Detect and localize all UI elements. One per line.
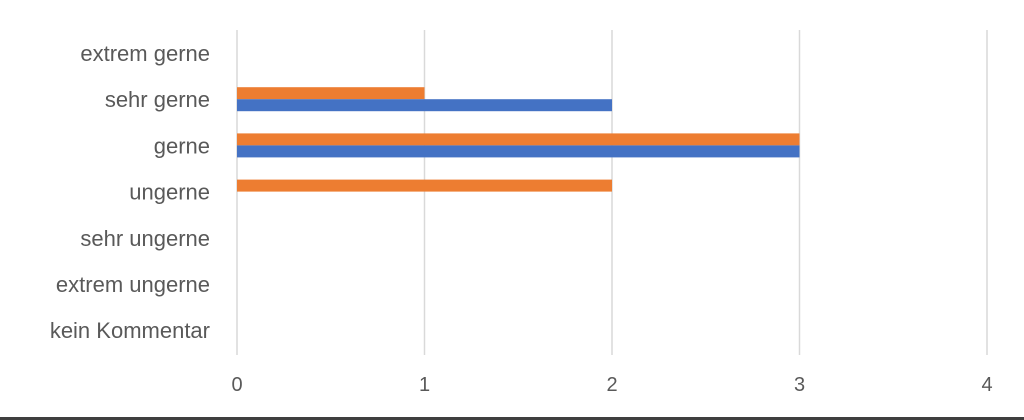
category-label: kein Kommentar — [50, 318, 210, 343]
category-label: extrem ungerne — [56, 272, 210, 297]
x-tick-label: 4 — [981, 374, 992, 396]
x-tick-labels: 0 1 2 3 4 — [231, 374, 992, 396]
x-tick-label: 2 — [606, 374, 617, 396]
bars — [237, 87, 800, 192]
bar-series2 — [237, 99, 612, 112]
bar-series1 — [237, 87, 425, 100]
category-label: sehr ungerne — [80, 226, 210, 251]
x-tick-label: 3 — [794, 374, 805, 396]
x-tick-label: 1 — [419, 374, 430, 396]
category-labels: extrem gerne sehr gerne gerne ungerne sehr u… — [50, 41, 210, 343]
bar-series2 — [237, 145, 800, 158]
grid-lines — [236, 30, 988, 355]
category-label: gerne — [154, 133, 210, 158]
x-tick-label: 0 — [231, 374, 242, 396]
category-label: sehr gerne — [105, 87, 210, 112]
bar-series1 — [237, 133, 800, 146]
category-label: extrem gerne — [80, 41, 210, 66]
bar-series1 — [237, 179, 612, 192]
category-label: ungerne — [129, 180, 210, 205]
frame-border — [0, 417, 1024, 420]
